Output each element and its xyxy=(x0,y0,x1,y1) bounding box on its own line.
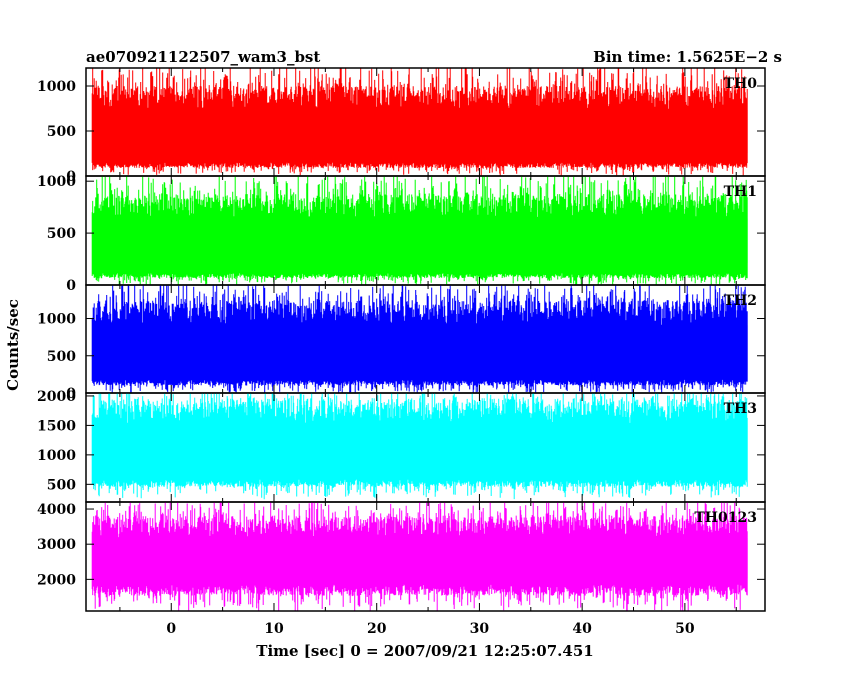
panel-frame xyxy=(85,501,766,612)
series-body-th1 xyxy=(92,218,748,264)
series-body-th3 xyxy=(92,423,748,471)
y-tick-label: 0 xyxy=(66,386,76,402)
panel-label: TH0 xyxy=(724,76,758,92)
y-axis-label: Counts/sec xyxy=(4,299,22,391)
y-tick-label: 500 xyxy=(47,124,76,140)
panel-th3: 500 1000 1500 2000 TH3 xyxy=(37,389,766,503)
panel-th2: 0 500 1000 TH2 xyxy=(37,284,766,402)
x-tick-label: 40 xyxy=(572,621,592,637)
y-tick-label: 1000 xyxy=(37,174,76,190)
y-tick-label: 500 xyxy=(47,477,76,493)
panel-th0123: 2000 3000 4000 TH0123 xyxy=(37,501,766,612)
y-tick-label: 500 xyxy=(47,349,76,365)
panel-th0: 0 500 1000 TH0 xyxy=(37,67,766,185)
x-tick-label: 0 xyxy=(166,621,176,637)
y-tick-label: 3000 xyxy=(37,537,76,553)
y-tick-label: 1000 xyxy=(37,79,76,95)
bin-time-label: Bin time: 1.5625E−2 s xyxy=(593,48,782,66)
y-tick-label: 1000 xyxy=(37,312,76,328)
panel-label: TH2 xyxy=(724,293,757,309)
panel-label: TH1 xyxy=(724,184,757,200)
series-body-th0 xyxy=(92,109,748,154)
x-tick-label: 30 xyxy=(470,621,490,637)
series-body-th0123 xyxy=(92,538,748,579)
x-tick-label: 50 xyxy=(675,621,695,637)
chart-title: ae070921122507_wam3_bst xyxy=(86,48,320,66)
x-tick-label: 10 xyxy=(264,621,284,637)
x-axis-label: Time [sec] 0 = 2007/09/21 12:25:07.451 xyxy=(256,642,593,660)
panel-label: TH0123 xyxy=(694,510,757,526)
y-tick-label: 0 xyxy=(66,278,76,294)
y-tick-label: 2000 xyxy=(37,572,76,588)
y-tick-label: 4000 xyxy=(37,502,76,518)
y-tick-label: 2000 xyxy=(37,389,76,405)
panel-th1: 0 500 1000 TH1 xyxy=(37,174,766,294)
panel-label: TH3 xyxy=(724,401,757,417)
x-tick-label: 20 xyxy=(367,621,387,637)
series-body-th2 xyxy=(92,325,748,370)
y-tick-label: 1500 xyxy=(37,418,76,434)
y-tick-label: 0 xyxy=(66,169,76,185)
y-tick-label: 1000 xyxy=(37,448,76,464)
y-tick-label: 500 xyxy=(47,226,76,242)
